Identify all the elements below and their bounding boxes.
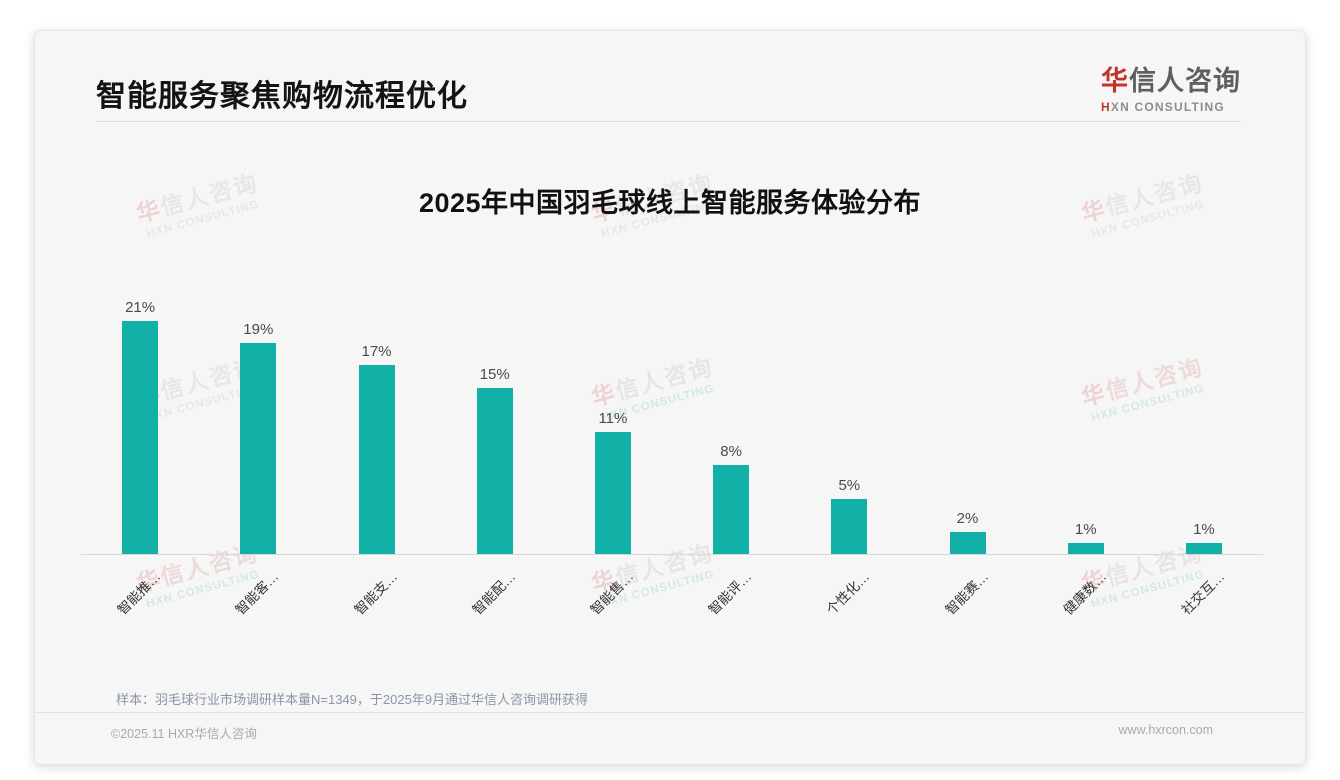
bar-column: 17% (317, 294, 435, 554)
bar (476, 387, 513, 554)
footer-divider (35, 712, 1305, 713)
bar (949, 531, 986, 554)
bar-value-label: 2% (956, 509, 979, 527)
x-tick-label: 智能客… (232, 568, 282, 618)
bar-column: 2% (908, 294, 1026, 554)
x-axis-line (81, 554, 1263, 555)
bar (594, 431, 631, 554)
chart-title: 2025年中国羽毛球线上智能服务体验分布 (418, 188, 922, 218)
logo-en-rest: XN CONSULTING (1110, 100, 1225, 114)
header-divider (96, 121, 1241, 122)
x-tick-label: 智能推… (114, 568, 164, 618)
bar-value-label: 11% (598, 409, 628, 427)
page-title: 智能服务聚焦购物流程优化 (96, 80, 468, 113)
bar-value-label: 1% (1193, 520, 1215, 538)
bar-value-label: 17% (361, 343, 392, 361)
bar (358, 365, 395, 554)
x-axis-labels: 智能推… 智能客… 智能支… 智能配… 智能售… 智能评… 个性化… 智能赛… 健康数… 社交互… (81, 560, 1263, 660)
bar-value-label: 5% (838, 476, 861, 494)
bar-column: 5% (790, 294, 908, 554)
bar-column: 1% (1145, 294, 1263, 554)
x-tick-label: 智能赛… (942, 568, 991, 618)
sample-footnote: 样本：羽毛球行业市场调研样本量N=1349，于2025年9月通过华信人咨询调研获… (116, 692, 589, 707)
bar-column: 8% (672, 294, 790, 554)
bar (1067, 542, 1104, 554)
bar (240, 343, 277, 554)
website-url: www.hxrcon.com (1118, 723, 1213, 737)
bar-column: 21% (81, 294, 199, 554)
logo-cn-first-char: 华 (1101, 66, 1129, 96)
bar-value-label: 1% (1074, 520, 1097, 538)
bar (122, 320, 159, 554)
bar-value-label: 19% (243, 321, 274, 339)
x-tick-label: 健康数… (1060, 568, 1110, 618)
logo-chinese-name: 华信人咨询 (1101, 59, 1251, 98)
bar-column: 1% (1027, 294, 1145, 554)
slide-card: 华信人咨询 HXN CONSULTING 华信人咨询 HXN CONSULTING 华信… (34, 30, 1306, 765)
x-tick-label: 智能售… (587, 568, 637, 618)
bar-value-label: 21% (125, 298, 156, 316)
bar (1185, 542, 1222, 554)
bar (831, 498, 868, 554)
x-tick-label: 智能配… (469, 568, 519, 618)
company-logo: 华信人咨询 HXN CONSULTING (1101, 59, 1251, 114)
bar-column: 15% (436, 294, 554, 554)
x-tick-label: 智能评… (705, 568, 755, 618)
bar (713, 465, 750, 554)
x-tick-label: 个性化… (823, 568, 873, 618)
logo-english-name: HXN CONSULTING (1101, 100, 1251, 114)
logo-en-first-char: H (1101, 100, 1111, 114)
bar-column: 11% (554, 294, 672, 554)
x-tick-label: 社交互… (1178, 568, 1228, 618)
bar-value-label: 8% (720, 443, 742, 461)
bar-value-label: 15% (479, 365, 510, 383)
bar-column: 19% (199, 294, 317, 554)
logo-cn-rest: 信人咨询 (1129, 66, 1241, 96)
copyright-text: ©2025.11 HXR华信人咨询 (111, 727, 257, 741)
bar-chart: 21% 19% 17% 15% 11% 8% 5% 2% 1% 1% (81, 294, 1263, 554)
x-tick-label: 智能支… (351, 568, 400, 618)
